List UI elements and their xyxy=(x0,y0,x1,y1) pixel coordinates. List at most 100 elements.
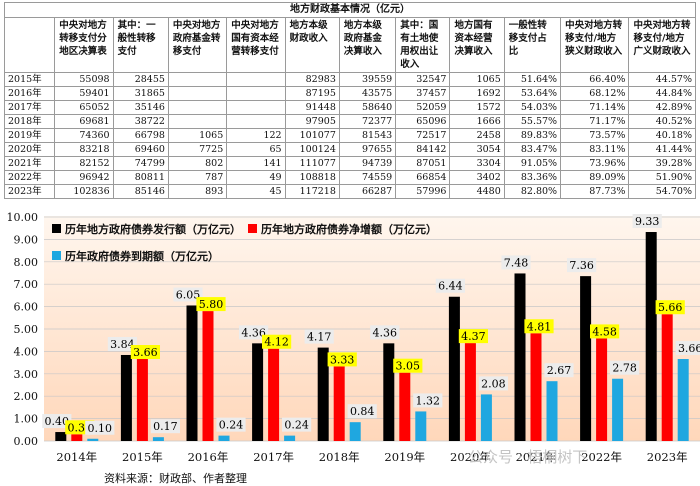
x-tick-label: 2019年 xyxy=(384,450,425,464)
data-label-box xyxy=(85,420,115,435)
gridlines xyxy=(44,216,700,442)
legend-swatch xyxy=(248,224,257,233)
data-label-box xyxy=(216,417,246,432)
data-label: 6.05 xyxy=(176,288,201,301)
bar-issuance xyxy=(317,347,329,441)
data-label-box xyxy=(239,325,269,340)
bar-net-increase xyxy=(399,372,411,441)
table-row: 2021年 82152 74799 802 141 111077 94739 87051 330… xyxy=(3,156,696,171)
table-cell: 89.09% xyxy=(560,170,630,185)
table-cell xyxy=(167,86,228,101)
table-cell: 97655 xyxy=(338,142,397,157)
data-label-box xyxy=(675,341,700,356)
table-cell: 54.70% xyxy=(628,184,696,199)
bar-maturity xyxy=(87,438,99,441)
bar-issuance xyxy=(645,232,657,441)
bar-maturity xyxy=(546,381,558,441)
data-label-box xyxy=(413,393,443,408)
table-cell: 65096 xyxy=(395,114,451,129)
table-cell: 83.47% xyxy=(503,142,562,157)
data-label: 4.17 xyxy=(307,331,332,344)
data-label-box xyxy=(304,329,334,344)
column-header: 中央对地方国有资本经营转移支付 xyxy=(226,17,286,73)
row-year: 2018年 xyxy=(3,114,56,129)
data-label: 4.36 xyxy=(373,326,398,339)
bar-net-increase xyxy=(268,348,280,441)
table-cell xyxy=(167,100,228,115)
bar-maturity xyxy=(284,435,296,441)
legend: 历年地方政府债券发行额（万亿元） 历年地方政府债券净增额（万亿元） 历年政府债券到期… xyxy=(52,222,437,263)
data-label-box xyxy=(327,352,357,367)
data-label: 7.48 xyxy=(504,256,529,269)
table-cell: 69681 xyxy=(54,114,114,129)
data-label: 3.33 xyxy=(330,353,355,366)
table-cell: 44.57% xyxy=(628,72,696,87)
table-cell: 41.44% xyxy=(628,142,696,157)
y-tick-label: 6.00 xyxy=(14,301,39,314)
legend-swatch xyxy=(52,251,61,260)
data-label-box xyxy=(544,363,574,378)
column-header: 地方本级财政收入 xyxy=(284,17,340,73)
table-cell: 65052 xyxy=(54,100,114,115)
bar-maturity xyxy=(349,422,361,441)
table-cell: 1065 xyxy=(167,128,228,143)
table-cell: 7725 xyxy=(167,142,228,157)
bar-net-increase xyxy=(136,359,148,441)
column-header: 其中：一般性转移支付 xyxy=(112,17,169,73)
table-cell: 82.80% xyxy=(503,184,562,199)
table-row: 2015年 55098 28455 82983 39559 32547 1065 51.64%… xyxy=(3,72,696,87)
table-cell: 54.03% xyxy=(503,100,562,115)
y-tick-label: 4.00 xyxy=(14,345,39,358)
table-cell: 45 xyxy=(226,184,286,199)
table-row: 2022年 96942 80811 787 49 108818 74559 66854 3402… xyxy=(3,170,696,185)
y-tick-label: 8.00 xyxy=(14,256,39,269)
table-cell: 68.12% xyxy=(560,86,630,101)
y-tick-label: 2.00 xyxy=(14,390,39,403)
row-year: 2023年 xyxy=(3,184,56,199)
data-label: 3.66 xyxy=(678,342,700,355)
table-cell xyxy=(226,114,286,129)
data-label-box xyxy=(478,376,508,391)
table-cell: 117218 xyxy=(284,184,340,199)
bar-issuance xyxy=(186,305,198,441)
data-label-box xyxy=(370,325,400,340)
data-label: 5.66 xyxy=(658,301,683,314)
bond-chart: 0.00 1.00 2.00 3.00 4.00 5.00 6.00 7.00 8.00 9.00… xyxy=(7,211,700,464)
data-label-box xyxy=(196,297,226,312)
data-label: 0.40 xyxy=(45,415,70,428)
data-label: 0.10 xyxy=(88,422,113,435)
table-cell: 787 xyxy=(167,170,228,185)
watermark: 公众号 · 梧桐树下 xyxy=(468,448,588,466)
x-tick-label: 2016年 xyxy=(188,450,229,464)
table-cell: 1692 xyxy=(449,86,505,101)
table-cell: 57996 xyxy=(395,184,451,199)
data-label: 9.33 xyxy=(635,215,660,228)
source-note: 资料来源：财政部、作者整理 xyxy=(104,472,247,485)
table-cell: 1572 xyxy=(449,100,505,115)
bar-issuance xyxy=(120,354,132,441)
y-tick-label: 7.00 xyxy=(14,278,39,291)
legend-label: 历年政府债券到期额（万亿元） xyxy=(65,249,219,263)
table-cell: 94739 xyxy=(338,156,397,171)
table-cell: 58640 xyxy=(338,100,397,115)
bar-maturity xyxy=(677,359,689,441)
x-tick-label: 2021年 xyxy=(516,450,557,464)
table-cell: 66854 xyxy=(395,170,451,185)
column-header: 中央对地方转移支付/地方广义财政收入 xyxy=(628,17,696,73)
bar-net-increase xyxy=(202,311,214,441)
table-cell: 73.96% xyxy=(560,156,630,171)
table-cell: 4480 xyxy=(449,184,505,199)
table-cell: 87.73% xyxy=(560,184,630,199)
data-label: 6.44 xyxy=(438,280,463,293)
table-cell: 39.28% xyxy=(628,156,696,171)
data-label-box xyxy=(632,214,662,229)
table-row: 2020年 83218 69460 7725 65 100124 97655 84142 305… xyxy=(3,142,696,157)
x-tick-label: 2022年 xyxy=(581,450,622,464)
table-row: 2016年 59401 31865 87195 43575 37457 1692 53.64%… xyxy=(3,86,696,101)
table-cell: 893 xyxy=(167,184,228,199)
row-year: 2019年 xyxy=(3,128,56,143)
data-label: 0.24 xyxy=(284,419,309,432)
table-cell: 37457 xyxy=(395,86,451,101)
data-label-box xyxy=(501,255,531,270)
row-year: 2022年 xyxy=(3,170,56,185)
